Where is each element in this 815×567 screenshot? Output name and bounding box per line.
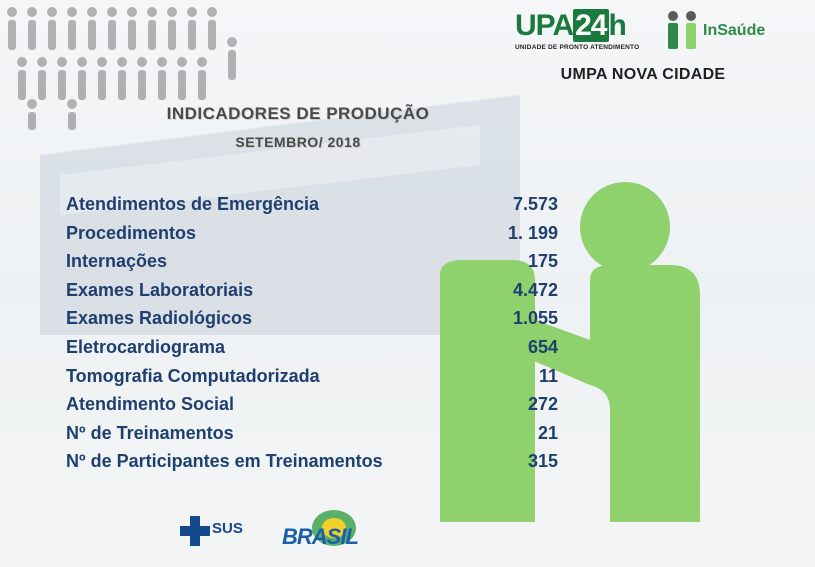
report-title: INDICADORES DE PRODUÇÃO xyxy=(166,104,430,123)
insaude-figure-graphic xyxy=(440,182,700,522)
indicator-value: 11 xyxy=(538,365,558,386)
indicator-value: 272 xyxy=(527,394,558,415)
upa24h-logo: UPA24h UNIDADE DE PRONTO ATENDIMENTO xyxy=(515,9,640,51)
indicator-label: Atendimentos de Emergência xyxy=(66,194,320,214)
indicator-label: Eletrocardiograma xyxy=(66,336,226,357)
upa-brand-number: 24 xyxy=(573,9,609,42)
brasil-government-logo: BRASIL xyxy=(274,508,394,558)
upa-brand-h: h xyxy=(608,9,627,42)
indicator-label: Atendimento Social xyxy=(66,394,235,415)
indicator-value: 1.055 xyxy=(512,308,558,329)
indicator-row: Exames Laboratoriais 4.472 xyxy=(66,280,566,309)
insaude-icon xyxy=(668,11,696,49)
indicator-label: Nº de Treinamentos xyxy=(66,422,234,443)
background-building-photo xyxy=(40,95,520,335)
indicators-table: Atendimentos de Emergência 7.573 Procedi… xyxy=(66,194,566,480)
insaude-name: InSaúde xyxy=(703,22,766,39)
indicator-label: Internações xyxy=(66,251,168,272)
indicator-value: 654 xyxy=(527,336,558,357)
report-period: SETEMBRO/ 2018 xyxy=(235,134,361,150)
indicator-label: Exames Laboratoriais xyxy=(66,279,254,300)
header-logos: UPA24h UNIDADE DE PRONTO ATENDIMENTO InS… xyxy=(515,9,805,70)
indicator-value: 21 xyxy=(537,422,558,443)
indicator-label: Nº de Participantes em Treinamentos xyxy=(66,451,383,472)
indicator-row: Internações 175 xyxy=(66,251,566,280)
indicator-value: 7.573 xyxy=(512,194,558,214)
indicator-row: Nº de Treinamentos 21 xyxy=(66,423,566,452)
upa-subtitle: UNIDADE DE PRONTO ATENDIMENTO xyxy=(515,44,640,51)
indicator-row: Atendimento Social 272 xyxy=(66,394,566,423)
upa-brand-text: UPA xyxy=(515,9,574,42)
indicator-value: 4.472 xyxy=(512,279,558,300)
indicator-label: Procedimentos xyxy=(66,222,197,243)
sus-label: SUS xyxy=(212,520,243,537)
indicator-row: Eletrocardiograma 654 xyxy=(66,337,566,366)
people-pattern-decoration xyxy=(7,7,237,130)
brasil-flag-icon xyxy=(312,510,356,546)
footer-logos: SUS BRASIL xyxy=(176,508,406,558)
indicator-row: Atendimentos de Emergência 7.573 xyxy=(66,194,566,223)
indicator-row: Nº de Participantes em Treinamentos 315 xyxy=(66,451,566,480)
brasil-label: BRASIL xyxy=(282,524,359,549)
indicator-value: 315 xyxy=(527,451,558,472)
indicator-value: 1. 199 xyxy=(507,222,558,243)
insaude-logo: InSaúde xyxy=(665,10,805,54)
indicator-value: 175 xyxy=(527,251,558,272)
sus-logo: SUS xyxy=(176,512,264,552)
unit-name: UMPA NOVA CIDADE xyxy=(560,66,726,83)
indicator-row: Exames Radiológicos 1.055 xyxy=(66,308,566,337)
indicator-label: Tomografia Computadorizada xyxy=(66,365,320,386)
sus-cross-icon xyxy=(180,516,210,546)
indicator-row: Tomografia Computadorizada 11 xyxy=(66,366,566,395)
indicator-label: Exames Radiológicos xyxy=(66,308,253,329)
indicator-row: Procedimentos 1. 199 xyxy=(66,223,566,252)
